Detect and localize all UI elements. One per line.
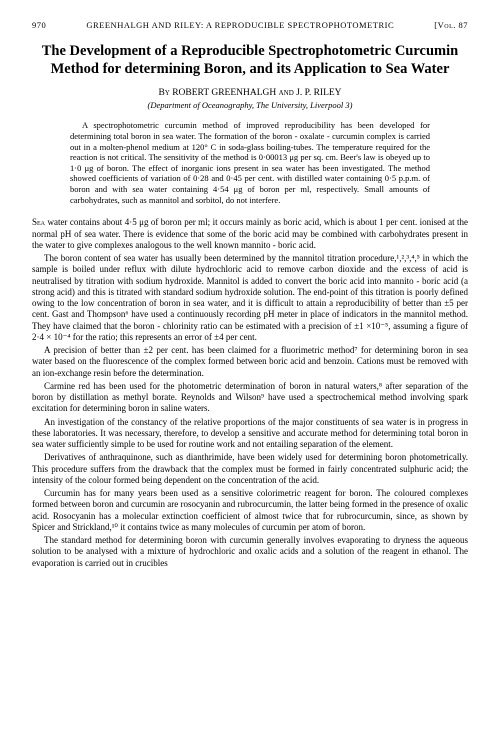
affiliation: (Department of Oceanography, The Univers… — [32, 100, 468, 110]
volume: [Vol. 87 — [434, 20, 468, 30]
header-line: 970 GREENHALGH AND RILEY: A REPRODUCIBLE… — [32, 20, 468, 30]
paragraph-6: Derivatives of anthraquinone, such as di… — [32, 452, 468, 486]
paragraph-4: Carmine red has been used for the photom… — [32, 381, 468, 415]
paragraph-7: Curcumin has for many years been used as… — [32, 488, 468, 533]
article-title: The Development of a Reproducible Spectr… — [32, 42, 468, 78]
paragraph-8: The standard method for determining boro… — [32, 535, 468, 569]
paragraph-5: An investigation of the constancy of the… — [32, 417, 468, 451]
byline: By ROBERT GREENHALGH and J. P. RILEY — [32, 88, 468, 98]
byline-prefix: By — [158, 88, 169, 98]
paragraph-1: Sea water contains about 4·5 μg of boron… — [32, 217, 468, 251]
para1-text: water contains about 4·5 μg of boron per… — [32, 217, 468, 250]
running-head: GREENHALGH AND RILEY: A REPRODUCIBLE SPE… — [46, 20, 434, 30]
page-number: 970 — [32, 20, 46, 30]
page: 970 GREENHALGH AND RILEY: A REPRODUCIBLE… — [0, 0, 500, 591]
paragraph-2: The boron content of sea water has usual… — [32, 253, 468, 343]
lead-word: Sea — [32, 217, 45, 227]
authors: ROBERT GREENHALGH and J. P. RILEY — [172, 88, 341, 98]
paragraph-3: A precision of better than ±2 per cent. … — [32, 345, 468, 379]
abstract: A spectrophotometric curcumin method of … — [70, 120, 430, 205]
